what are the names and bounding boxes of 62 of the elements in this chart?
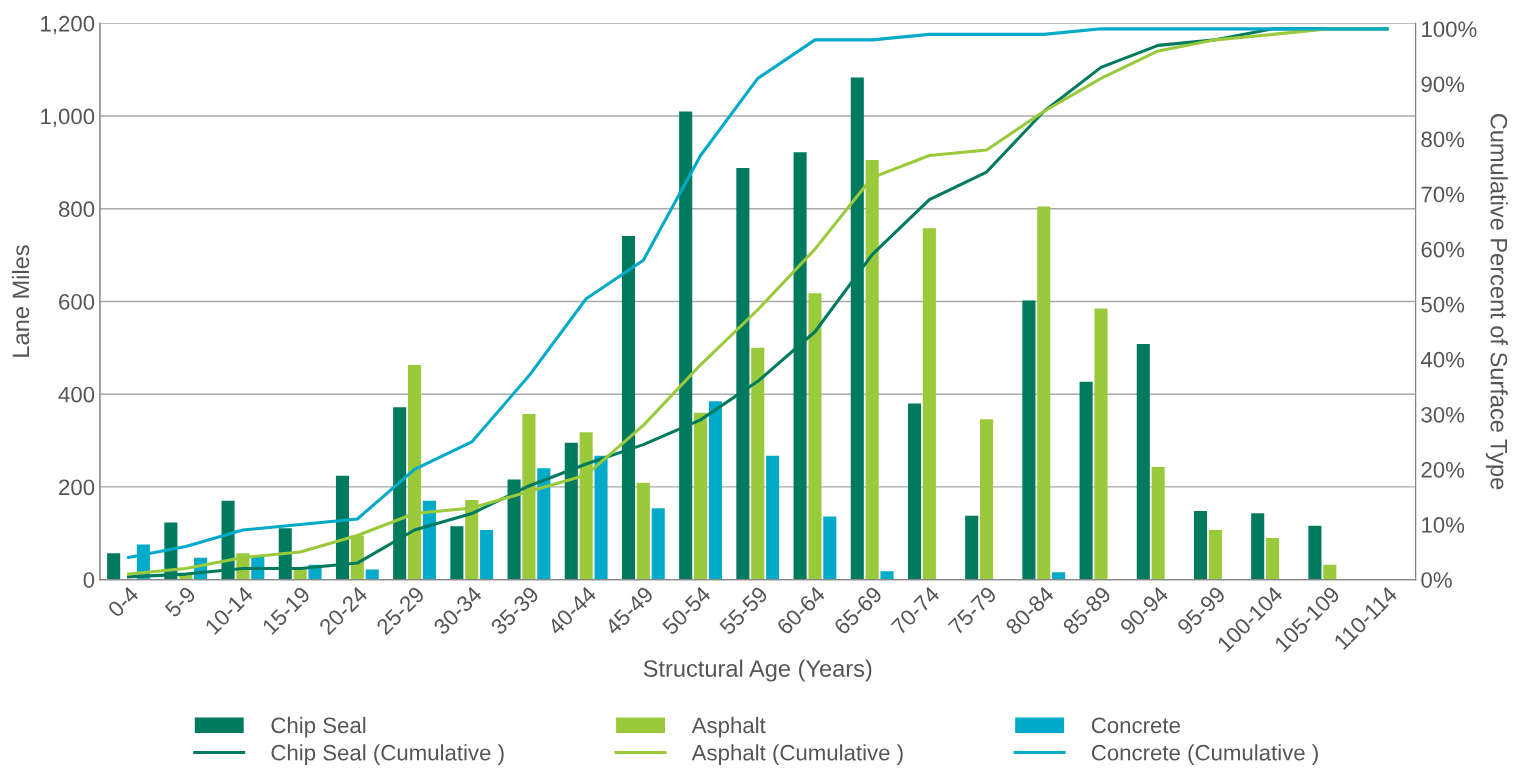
bar [980,419,994,580]
y2-tick-label: 100% [1422,21,1477,38]
bar [766,455,780,580]
y-axis-title: Lane Miles [11,245,30,357]
bar [365,569,379,580]
bar [422,500,436,580]
bar [694,412,708,580]
bar [708,401,722,580]
bar [1022,300,1036,580]
legend-label: Chip Seal (Cumulative ) [271,744,504,765]
bar [1323,564,1337,580]
bar [1193,511,1208,580]
bar [1266,537,1280,580]
y2-tick-label: 60% [1421,241,1465,258]
bar [1052,572,1066,580]
bar [808,293,822,580]
y-tick-label: 1,200 [41,15,95,35]
y-tick-label: 600 [59,294,95,310]
bar [1208,530,1222,580]
y-tick-label: 400 [58,386,95,403]
bar [823,516,837,580]
x-axis-title: Structural Age (Years) [643,659,872,682]
y-tick-label: 0 [83,572,95,588]
bar [1037,206,1051,580]
y2-tick-label: 50% [1421,296,1465,313]
bar [1251,513,1265,580]
bar [1308,525,1322,580]
x-tick-label: 5-9 [164,585,197,619]
y2-tick-label: 10% [1422,517,1465,533]
bar [636,482,650,580]
bar [1079,381,1093,580]
y2-tick-label: 40% [1420,351,1465,368]
bar [751,347,765,580]
y2-axis-title: Cumulative Percent of Surface Type [1485,113,1508,490]
bar [651,508,665,580]
y2-tick-label: 0% [1421,572,1452,588]
y2-tick-label: 90% [1421,76,1465,93]
bar [594,455,608,580]
bar [880,571,894,580]
legend-label: Asphalt (Cumulative ) [691,744,903,765]
bar [907,403,922,580]
bar [965,515,979,580]
legend-label: Asphalt [691,716,766,738]
y2-tick-label: 70% [1421,186,1465,203]
bar [1094,308,1108,580]
y2-tick-label: 20% [1421,461,1465,478]
y2-tick-label: 30% [1421,406,1465,423]
bar [922,228,936,580]
y-tick-label: 800 [58,201,95,218]
bar [1136,344,1150,580]
legend-label: Chip Seal [271,716,366,738]
bar [537,468,551,580]
bar [450,526,464,580]
bar [480,530,494,580]
legend-label: Concrete [1091,717,1180,734]
y-tick-label: 200 [59,479,95,496]
y-tick-label: 1,000 [41,108,95,127]
bar [107,553,121,580]
bar [1151,466,1165,580]
x-tick-label: 0-4 [106,585,140,619]
legend-label: Concrete (Cumulative ) [1091,744,1318,765]
y2-tick-label: 80% [1421,131,1465,148]
